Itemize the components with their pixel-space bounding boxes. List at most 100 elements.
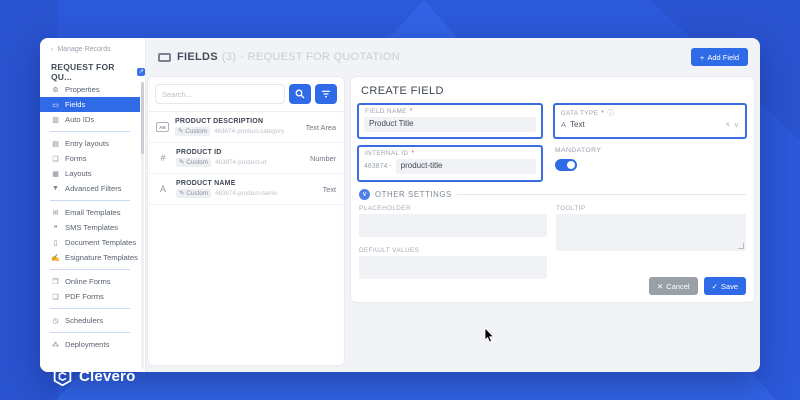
internal-id-input[interactable]: product-title (395, 159, 536, 174)
chevron-down-icon[interactable]: ∨ (733, 121, 739, 129)
columns-icon: ▥ (52, 116, 59, 124)
sidebar-item-email-templates[interactable]: ✉ Email Templates (40, 205, 140, 220)
form-icon: ❏ (52, 155, 59, 163)
section-divider (456, 194, 746, 195)
placeholder-input[interactable] (359, 214, 547, 237)
back-link-manage-records[interactable]: ‹ Manage Records (51, 46, 111, 53)
sidebar-item-deployments[interactable]: ⁂ Deployments (40, 337, 140, 352)
fields-icon (158, 52, 171, 62)
sidebar-item-fields[interactable]: ▭ Fields (40, 97, 140, 112)
number-type-icon: # (160, 153, 166, 163)
clevero-hexagon-icon (53, 366, 72, 387)
field-row-main: PRODUCT NAME ✎ Custom 463874-product-nam… (176, 180, 318, 198)
search-button[interactable] (289, 84, 311, 104)
placeholder-label: PLACEHOLDER (359, 205, 411, 212)
custom-badge: ✎ Custom (176, 189, 211, 198)
internal-id-group: INTERNAL ID * 463874 - product-title (357, 145, 543, 182)
data-type-label: DATA TYPE (561, 109, 599, 117)
x-icon: ✕ (656, 281, 664, 291)
page-title: FIELDS (177, 51, 218, 63)
add-field-label: Add Field (707, 52, 739, 62)
sidebar-item-sms-templates[interactable]: ❝ SMS Templates (40, 220, 140, 235)
required-asterisk: * (601, 109, 605, 117)
sidebar-item-label: Forms (65, 154, 87, 163)
sidebar-divider (50, 269, 130, 270)
other-settings-header[interactable]: ∨ OTHER SETTINGS (359, 189, 746, 200)
pdf-icon: ❑ (52, 293, 59, 301)
data-type-select[interactable]: A Text × ∨ (555, 118, 745, 129)
data-type-value: Text (570, 120, 585, 129)
field-icon: ▭ (52, 101, 59, 109)
back-link-label: Manage Records (57, 46, 111, 53)
sidebar-item-layouts[interactable]: ▦ Layouts (40, 166, 140, 181)
field-row-product-description[interactable]: AB PRODUCT DESCRIPTION ✎ Custom 463874-p… (148, 112, 344, 143)
add-field-button[interactable]: + Add Field (690, 48, 748, 66)
field-name-label: FIELD NAME (365, 108, 407, 115)
custom-badge: ✎ Custom (176, 158, 211, 167)
external-link-icon[interactable]: ↗ (137, 68, 145, 76)
cancel-label: Cancel (666, 281, 690, 291)
envelope-icon: ✉ (52, 209, 59, 217)
sidebar-nav: ⚙ Properties ▭ Fields ▥ Auto IDs ▤ Entry… (40, 82, 140, 352)
search-row (148, 77, 344, 112)
required-asterisk: * (411, 150, 415, 157)
sidebar-divider (50, 131, 130, 132)
text-type-icon: A (159, 184, 166, 194)
field-type-label: Text (322, 184, 336, 194)
create-field-panel: CREATE FIELD FIELD NAME * Product Title … (350, 76, 755, 303)
sidebar-item-document-templates[interactable]: ▯ Document Templates (40, 235, 140, 250)
field-name-input[interactable]: Product Title (364, 117, 536, 132)
sidebar-item-online-forms[interactable]: ❐ Online Forms (40, 274, 140, 289)
back-chevron-icon: ‹ (51, 46, 54, 53)
sidebar-divider (50, 332, 130, 333)
page-header: FIELDS (3) - REQUEST FOR QUOTATION + Add… (158, 46, 748, 68)
sidebar-item-forms[interactable]: ❏ Forms (40, 151, 140, 166)
internal-id-prefix: 463874 - (364, 163, 392, 170)
app-window: ‹ Manage Records REQUEST FOR QU... ↗ ⚙ P… (40, 38, 760, 372)
filter-button[interactable] (315, 84, 337, 104)
sidebar-item-auto-ids[interactable]: ▥ Auto IDs (40, 112, 140, 127)
default-values-label: DEFAULT VALUES (359, 247, 420, 254)
other-settings-label: OTHER SETTINGS (375, 190, 452, 199)
toggle-knob (567, 161, 575, 169)
mandatory-toggle[interactable] (555, 159, 577, 171)
cancel-button[interactable]: ✕ Cancel (648, 277, 698, 295)
tooltip-label: TOOLTIP (556, 205, 586, 212)
text-area-type-icon: AB (156, 122, 169, 132)
search-icon (295, 89, 305, 99)
sidebar-item-label: Fields (65, 100, 86, 109)
grid-icon: ▦ (52, 170, 59, 178)
fields-count: (3) (221, 51, 237, 63)
sidebar-item-label: Auto IDs (65, 115, 95, 124)
layout-icon: ▤ (52, 140, 59, 148)
sidebar-item-schedulers[interactable]: ◷ Schedulers (40, 313, 140, 328)
clear-icon[interactable]: × (725, 120, 730, 129)
save-button[interactable]: ✓ Save (703, 277, 746, 295)
field-internal-id: 463874-product-name (214, 190, 277, 197)
sidebar-item-label: Online Forms (65, 277, 111, 286)
info-icon[interactable]: ⓘ (607, 110, 615, 117)
sidebar-item-label: Entry layouts (65, 139, 109, 148)
text-type-icon: A (561, 120, 567, 129)
field-name: PRODUCT DESCRIPTION (175, 118, 264, 125)
tooltip-textarea[interactable] (556, 214, 746, 251)
scrollbar-thumb[interactable] (141, 82, 144, 154)
sidebar-item-properties[interactable]: ⚙ Properties (40, 82, 140, 97)
field-row-main: PRODUCT DESCRIPTION ✎ Custom 463874-prod… (175, 118, 301, 136)
field-row-product-name[interactable]: A PRODUCT NAME ✎ Custom 463874-product-n… (148, 174, 344, 205)
default-values-input[interactable] (359, 256, 547, 279)
search-input[interactable] (155, 84, 285, 104)
sidebar-item-pdf-forms[interactable]: ❑ PDF Forms (40, 289, 140, 304)
sidebar-item-esignature-templates[interactable]: ✍ Esignature Templates (40, 250, 140, 265)
filter-icon: ▼ (52, 185, 59, 192)
sidebar-item-entry-layouts[interactable]: ▤ Entry layouts (40, 136, 140, 151)
field-row-product-id[interactable]: # PRODUCT ID ✎ Custom 463874-product-id … (148, 143, 344, 174)
data-type-group: DATA TYPE * ⓘ A Text × ∨ (553, 103, 747, 139)
chat-bubble-icon: ❝ (53, 224, 58, 232)
badge-label: Custom (186, 159, 208, 166)
form-actions: ✕ Cancel ✓ Save (648, 277, 746, 295)
sidebar-item-advanced-filters[interactable]: ▼ Advanced Filters (40, 181, 140, 196)
sidebar-item-label: Properties (65, 85, 100, 94)
sidebar-item-label: Email Templates (65, 208, 121, 217)
